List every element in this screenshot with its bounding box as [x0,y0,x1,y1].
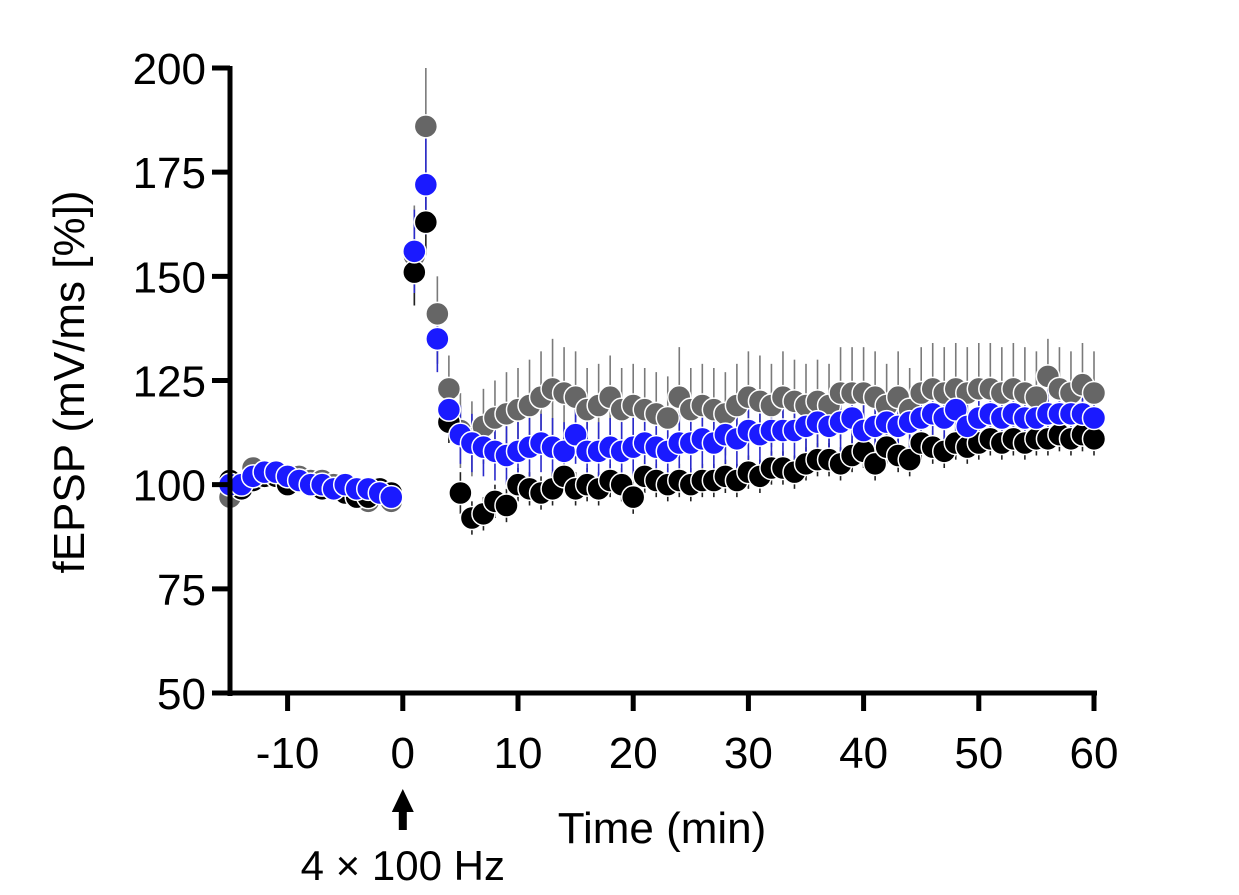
gray-data-point [1081,380,1107,406]
y-axis-title: fEPSP (mV/ms [%]) [45,190,94,573]
y-tick-label: 175 [133,149,206,198]
black-data-point [413,209,439,235]
blue-data-point [425,326,450,352]
stimulus-annotation: 4 × 100 Hz [301,789,505,889]
stimulus-label: 4 × 100 Hz [301,842,505,889]
x-tick-label: 30 [724,729,773,778]
data-points [217,114,1107,531]
gray-data-point [425,301,450,327]
y-tick-label: 100 [133,462,206,511]
stimulus-arrow-icon [392,812,413,830]
blue-data-point [943,397,969,422]
gray-data-point [655,405,681,431]
blue-data-point [1081,405,1107,431]
error-bars [229,68,1095,535]
y-tick-label: 150 [133,253,206,302]
blue-data-point [379,484,404,510]
y-tick-label: 50 [157,670,206,719]
gray-data-point [413,114,439,139]
black-data-point [494,493,519,518]
black-data-point [448,480,473,506]
x-axis-title: Time (min) [558,804,767,853]
blue-data-point [413,172,439,197]
blue-data-point [436,397,462,422]
y-axis: 50 75 100 125 150 175 200 [133,45,233,719]
x-tick-label: 50 [954,729,1003,778]
y-tick-label: 75 [157,566,206,615]
y-tick-label: 125 [133,358,206,407]
blue-data-point [563,422,588,447]
x-tick-label: 60 [1070,729,1119,778]
stimulus-arrowhead-icon [391,789,414,812]
black-data-point [862,451,888,477]
x-axis: -10 0 10 20 30 40 50 60 [228,690,1119,778]
y-tick-label: 200 [133,45,206,94]
x-tick-label: 10 [494,729,543,778]
black-data-point [897,447,922,472]
blue-data-point [402,239,427,264]
x-tick-label: -10 [256,729,320,778]
black-data-point [620,484,646,510]
black-data-point [1081,426,1107,452]
gray-data-point [436,376,462,402]
black-data-point [402,259,427,285]
x-tick-label: 20 [609,729,658,778]
x-tick-label: 0 [391,729,415,778]
x-tick-label: 40 [839,729,888,778]
